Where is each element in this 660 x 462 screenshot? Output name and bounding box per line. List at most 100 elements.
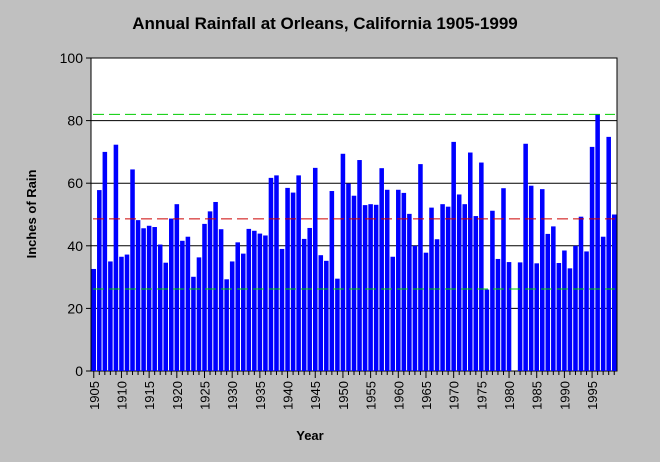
- x-tick-label: 1930: [225, 381, 240, 410]
- bar: [584, 251, 589, 371]
- bar: [368, 204, 373, 371]
- bar: [218, 229, 224, 371]
- bar: [573, 245, 578, 371]
- bar: [224, 279, 229, 371]
- bar: [346, 183, 351, 371]
- bar: [351, 195, 357, 371]
- bar: [523, 143, 528, 371]
- bar: [174, 204, 180, 371]
- bar: [213, 201, 218, 371]
- x-tick-label: 1970: [447, 381, 462, 410]
- bar: [539, 189, 545, 371]
- x-axis-label: Year: [296, 428, 323, 443]
- bar: [468, 152, 473, 371]
- bar: [285, 187, 290, 371]
- bar: [534, 263, 539, 371]
- bar: [113, 144, 119, 371]
- x-tick-label: 1960: [391, 381, 406, 410]
- bar: [91, 268, 97, 371]
- bar: [279, 248, 285, 371]
- x-tick-label: 1945: [308, 381, 323, 410]
- bar: [252, 230, 257, 371]
- bar: [202, 223, 207, 371]
- x-tick-label: 1985: [530, 381, 545, 410]
- bar: [456, 194, 462, 371]
- y-tick-label: 100: [60, 50, 84, 66]
- bar: [479, 162, 484, 371]
- x-tick-label: 1915: [142, 381, 157, 410]
- bar: [157, 244, 163, 371]
- bar: [357, 160, 362, 371]
- bar: [562, 250, 567, 371]
- bar: [130, 169, 135, 371]
- bar: [396, 189, 401, 371]
- x-tick-label: 1990: [557, 381, 572, 410]
- bar: [146, 225, 152, 371]
- bar: [318, 255, 324, 371]
- bar: [340, 153, 346, 371]
- bar: [296, 175, 301, 371]
- bar: [274, 175, 279, 371]
- bar: [141, 228, 146, 371]
- bar: [196, 257, 202, 371]
- bar: [578, 216, 584, 371]
- bar: [412, 245, 418, 371]
- bar: [135, 220, 141, 371]
- bar: [589, 146, 595, 371]
- bar: [407, 213, 412, 371]
- bar: [180, 240, 185, 371]
- bar: [152, 227, 157, 371]
- x-tick-label: 1920: [170, 381, 185, 410]
- bar: [517, 262, 523, 371]
- x-tick-label: 1940: [281, 381, 296, 410]
- bar: [307, 227, 312, 371]
- bar: [169, 218, 174, 371]
- bar: [384, 189, 390, 371]
- bar: [462, 204, 468, 371]
- bar: [185, 236, 191, 371]
- bar: [335, 278, 340, 371]
- bar: [362, 205, 368, 371]
- x-tick-label: 1935: [253, 381, 268, 410]
- y-axis-ticks: 0 20 40 60 80 100: [60, 50, 91, 379]
- bar: [97, 190, 102, 371]
- y-tick-label: 20: [67, 300, 83, 316]
- bar: [600, 236, 606, 371]
- bar: [556, 263, 562, 371]
- x-tick-label: 1925: [198, 381, 213, 410]
- bar: [611, 214, 617, 371]
- bar: [606, 136, 611, 371]
- bar: [246, 228, 252, 371]
- y-axis-label: Inches of Rain: [24, 170, 39, 259]
- bar: [207, 211, 213, 371]
- bar: [163, 262, 169, 371]
- chart-title: Annual Rainfall at Orleans, California 1…: [132, 14, 517, 33]
- bar: [528, 185, 534, 371]
- bar: [418, 164, 423, 371]
- bar: [373, 204, 379, 371]
- bar: [595, 114, 600, 371]
- bar: [451, 141, 456, 371]
- bar: [102, 151, 108, 371]
- x-tick-label: 1995: [585, 381, 600, 410]
- bar: [257, 233, 263, 371]
- bar: [490, 210, 495, 371]
- bar: [329, 191, 335, 371]
- bar: [506, 262, 512, 371]
- bar: [312, 167, 318, 371]
- bar: [495, 258, 501, 371]
- y-tick-label: 0: [75, 363, 83, 379]
- bar: [229, 261, 235, 371]
- bar: [390, 256, 396, 371]
- x-tick-label: 1905: [87, 381, 102, 410]
- bar: [301, 238, 307, 371]
- x-tick-label: 1955: [364, 381, 379, 410]
- x-tick-label: 1980: [502, 381, 517, 410]
- bar: [501, 188, 506, 371]
- x-tick-label: 1950: [336, 381, 351, 410]
- bar: [551, 226, 556, 371]
- bar: [268, 177, 274, 371]
- bar: [119, 256, 124, 371]
